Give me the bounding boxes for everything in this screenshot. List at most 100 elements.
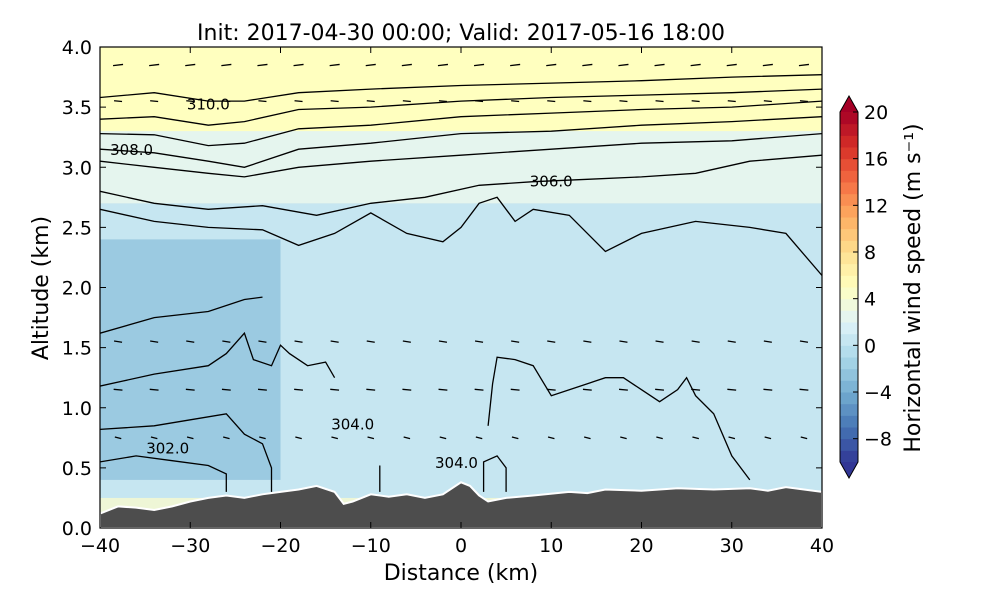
theta-contour [100, 116, 822, 168]
wind-vector [474, 340, 484, 343]
colorbar-min-extend [840, 462, 858, 478]
colorbar-step [840, 158, 858, 171]
wind-vector [329, 63, 340, 67]
x-tick-label: −40 [80, 535, 120, 557]
wind-vector [655, 340, 664, 343]
wind-vector [473, 63, 485, 67]
colorbar-tick-label: 12 [864, 195, 888, 217]
colorbar-step [840, 287, 858, 300]
theta-contours [100, 74, 822, 492]
wind-speed-fills [100, 47, 822, 498]
wind-vector [727, 100, 736, 103]
wind-vector [546, 388, 556, 391]
wind-vector [186, 100, 195, 103]
wind-vector [547, 340, 556, 343]
y-tick-label: 1.0 [62, 398, 92, 420]
wind-vector [150, 100, 159, 103]
wind-vector [295, 436, 302, 440]
wind-vector [655, 388, 665, 391]
colorbar-step [840, 170, 858, 183]
colorbar-step [840, 135, 858, 148]
wind-vector [726, 63, 737, 67]
colorbar-tick-label: 16 [864, 149, 888, 171]
wind-vector [656, 436, 663, 440]
x-axis-label: Distance (km) [384, 561, 539, 586]
wind-vector [185, 63, 196, 67]
x-tick-label: −10 [351, 535, 391, 557]
x-tick-label: 40 [810, 535, 834, 557]
contour-label: 304.0 [435, 454, 478, 472]
wind-vector [222, 340, 231, 343]
wind-vector [762, 63, 773, 67]
fill-band-west-blue [100, 239, 281, 480]
y-axis-label: Altitude (km) [29, 216, 54, 360]
colorbar-step [840, 380, 858, 393]
colorbar-step [840, 310, 858, 323]
wind-vector [113, 340, 123, 343]
plot-area [100, 47, 822, 528]
wind-vector [728, 436, 736, 440]
wind-vector [798, 63, 810, 67]
theta-contour [100, 74, 822, 102]
colorbar-tick-label: −4 [864, 382, 892, 404]
chart-title: Init: 2017-04-30 00:00; Valid: 2017-05-1… [197, 21, 725, 46]
colorbar-step [840, 368, 858, 381]
contour-label: 302.0 [146, 439, 189, 457]
colorbar-step [840, 333, 858, 346]
wind-vector [475, 436, 483, 440]
colorbar-step [840, 403, 858, 416]
wind-vector [438, 340, 448, 343]
colorbar-step [840, 392, 858, 405]
wind-vector [799, 100, 809, 103]
wind-vector [294, 388, 304, 391]
wind-vector [764, 436, 772, 440]
wind-vector [221, 388, 231, 391]
wind-vector [186, 436, 194, 440]
theta-contour [482, 455, 507, 492]
wind-vector [150, 340, 159, 343]
wind-vector [620, 436, 627, 440]
wind-vector [474, 388, 484, 391]
fill-band-upper-orange [100, 47, 822, 132]
terrain [100, 481, 822, 528]
wind-vector [402, 340, 411, 343]
colorbar-tick-label: 4 [864, 289, 876, 311]
wind-vector [511, 436, 519, 440]
theta-contour [100, 196, 822, 276]
colorbar-outline [839, 94, 859, 480]
wind-vector [149, 388, 159, 391]
wind-vector [294, 340, 303, 343]
wind-vector [583, 436, 591, 440]
wind-vector [763, 340, 772, 343]
wind-vector [692, 436, 700, 440]
wind-vector [330, 388, 340, 391]
theta-contour [100, 132, 822, 178]
colorbar-step [840, 123, 858, 136]
y-tick-label: 3.0 [62, 157, 92, 179]
colorbar-step [840, 193, 858, 206]
wind-vector [618, 388, 628, 391]
wind-vector [366, 340, 375, 343]
colorbar-step [840, 345, 858, 358]
colorbar-step [840, 112, 858, 125]
y-tick-label: 4.0 [62, 37, 92, 59]
wind-vector [437, 63, 449, 67]
wind-vector [799, 388, 809, 391]
wind-vector [401, 63, 412, 67]
theta-contour [100, 455, 227, 492]
wind-vector [619, 340, 628, 343]
colorbar-step [840, 438, 858, 451]
wind-vector [185, 388, 195, 391]
wind-vector [763, 388, 773, 391]
wind-vector [511, 100, 520, 103]
wind-vector [293, 63, 304, 67]
theta-contour [100, 154, 822, 216]
wind-vector [618, 63, 629, 67]
colorbar-step [840, 217, 858, 230]
wind-vector [259, 436, 266, 440]
y-tick-label: 2.0 [62, 278, 92, 300]
wind-vector [365, 63, 376, 67]
colorbar-tick-label: 20 [864, 102, 888, 124]
wind-vector [510, 388, 520, 391]
